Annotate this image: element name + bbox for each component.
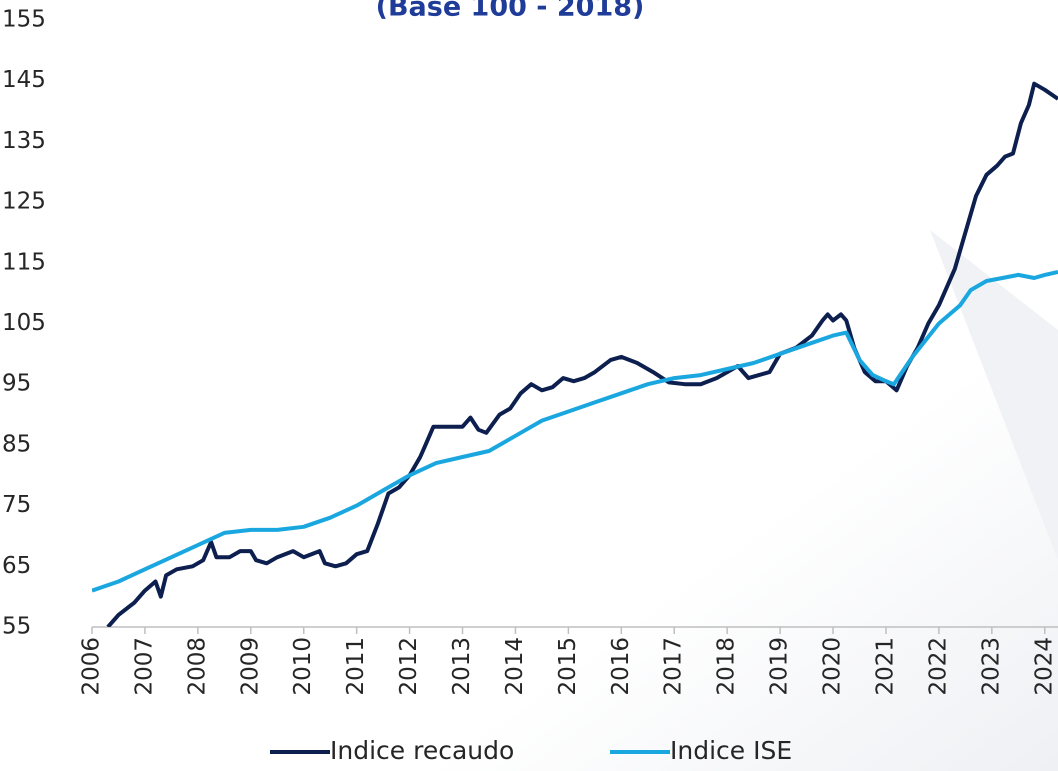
x-tick-label: 2023 bbox=[978, 637, 1004, 696]
x-tick-label: 2006 bbox=[79, 637, 105, 696]
x-tick-label: 2024 bbox=[1031, 637, 1057, 696]
x-tick-label: 2009 bbox=[237, 637, 263, 696]
x-tick-label: 2013 bbox=[449, 637, 475, 696]
line-series bbox=[92, 269, 1058, 593]
x-tick-label: 2016 bbox=[608, 637, 634, 696]
x-tick-label: 2014 bbox=[502, 637, 528, 696]
decor bbox=[930, 230, 1058, 560]
y-tick-label: 125 bbox=[2, 189, 46, 215]
x-tick-label: 2012 bbox=[396, 637, 422, 696]
y-tick-label: 55 bbox=[2, 614, 31, 640]
x-tick-label: 2019 bbox=[767, 637, 793, 696]
y-tick-label: 75 bbox=[2, 492, 31, 518]
legend-label: Indice recaudo bbox=[330, 736, 514, 765]
x-tick-label: 2007 bbox=[131, 637, 157, 696]
x-tick-label: 2020 bbox=[820, 637, 846, 696]
x-tick-label: 2017 bbox=[661, 637, 687, 696]
y-tick-label: 95 bbox=[2, 371, 31, 397]
y-tick-label: 85 bbox=[2, 431, 31, 457]
chart-title: (Base 100 - 2018) bbox=[376, 0, 645, 23]
x-tick-label: 2008 bbox=[184, 637, 210, 696]
x-tick-label: 2011 bbox=[343, 637, 369, 696]
y-tick-label: 145 bbox=[2, 67, 46, 93]
x-tick-label: 2010 bbox=[290, 637, 316, 696]
y-tick-label: 135 bbox=[2, 128, 46, 154]
y-tick-label: 105 bbox=[2, 310, 46, 336]
y-tick-label: 155 bbox=[2, 7, 46, 33]
x-tick-label: 2021 bbox=[872, 637, 898, 696]
x-tick-label: 2022 bbox=[925, 637, 951, 696]
x-tick-label: 2015 bbox=[555, 637, 581, 696]
y-tick-label: 115 bbox=[2, 249, 46, 275]
x-tick-label: 2018 bbox=[714, 637, 740, 696]
legend-label: Indice ISE bbox=[670, 736, 792, 765]
y-tick-label: 65 bbox=[2, 553, 31, 579]
